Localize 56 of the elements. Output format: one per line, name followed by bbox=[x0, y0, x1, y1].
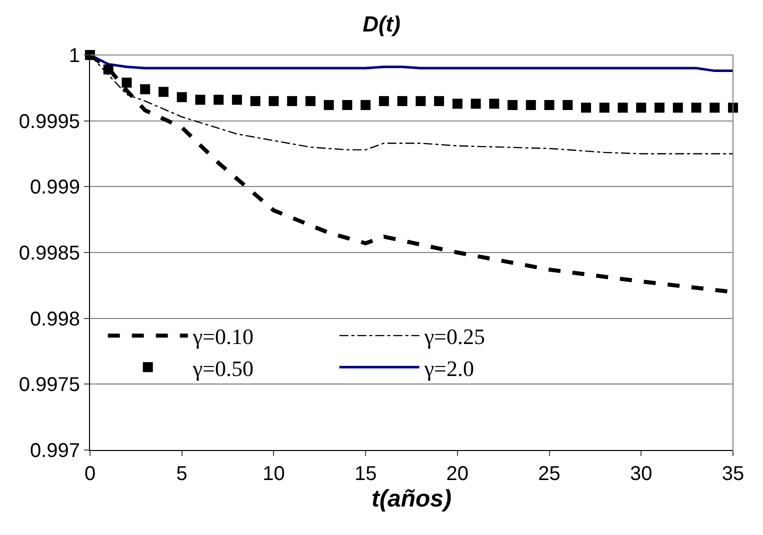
point bbox=[342, 100, 352, 110]
legend-label: γ=0.25 bbox=[423, 324, 485, 350]
chart-title: D(t) bbox=[362, 11, 400, 36]
point bbox=[195, 94, 206, 105]
x-tick-label: 15 bbox=[354, 463, 377, 485]
point bbox=[287, 96, 298, 106]
y-tick-label: 0.9995 bbox=[18, 110, 80, 133]
y-tick-label: 0.9975 bbox=[18, 374, 80, 396]
legend-label: γ=2.0 bbox=[423, 356, 474, 381]
y-tick-label: 0.997 bbox=[30, 440, 80, 462]
x-axis-title: t(años) bbox=[372, 485, 452, 512]
point bbox=[434, 96, 444, 106]
point bbox=[599, 102, 610, 113]
y-tick-label: 1 bbox=[68, 45, 80, 67]
point bbox=[250, 96, 260, 106]
point bbox=[508, 100, 518, 110]
x-tick-label: 5 bbox=[176, 463, 188, 485]
point bbox=[691, 102, 702, 113]
point bbox=[122, 78, 132, 88]
point bbox=[103, 64, 114, 74]
x-tick-label: 10 bbox=[262, 463, 285, 485]
y-tick-label: 0.998 bbox=[30, 308, 80, 330]
point bbox=[214, 94, 224, 105]
point bbox=[710, 102, 720, 113]
point bbox=[176, 92, 187, 102]
point bbox=[158, 86, 168, 97]
point bbox=[232, 94, 242, 105]
legend-label: γ=0.10 bbox=[192, 324, 254, 350]
point bbox=[654, 102, 665, 113]
point bbox=[636, 102, 646, 113]
point bbox=[544, 100, 554, 110]
x-tick-label: 0 bbox=[84, 463, 96, 485]
point bbox=[140, 84, 150, 94]
point bbox=[378, 96, 389, 106]
point bbox=[526, 100, 536, 110]
point bbox=[324, 100, 334, 110]
point bbox=[581, 102, 592, 113]
point bbox=[470, 98, 481, 109]
legend-label: γ=0.50 bbox=[192, 356, 254, 381]
point bbox=[672, 102, 683, 113]
x-tick-label: 20 bbox=[446, 463, 469, 485]
x-tick-label: 30 bbox=[630, 463, 652, 485]
point bbox=[416, 96, 426, 106]
point bbox=[452, 98, 462, 109]
point bbox=[562, 100, 573, 110]
point bbox=[618, 102, 628, 113]
point bbox=[360, 100, 371, 110]
y-tick-label: 0.9985 bbox=[18, 242, 80, 264]
point bbox=[397, 96, 408, 106]
point bbox=[305, 96, 316, 106]
point bbox=[268, 96, 279, 106]
point bbox=[728, 102, 738, 113]
y-tick-label: 0.999 bbox=[30, 176, 80, 199]
x-tick-label: 25 bbox=[538, 463, 560, 485]
x-tick-label: 35 bbox=[722, 463, 744, 485]
point bbox=[489, 98, 500, 109]
